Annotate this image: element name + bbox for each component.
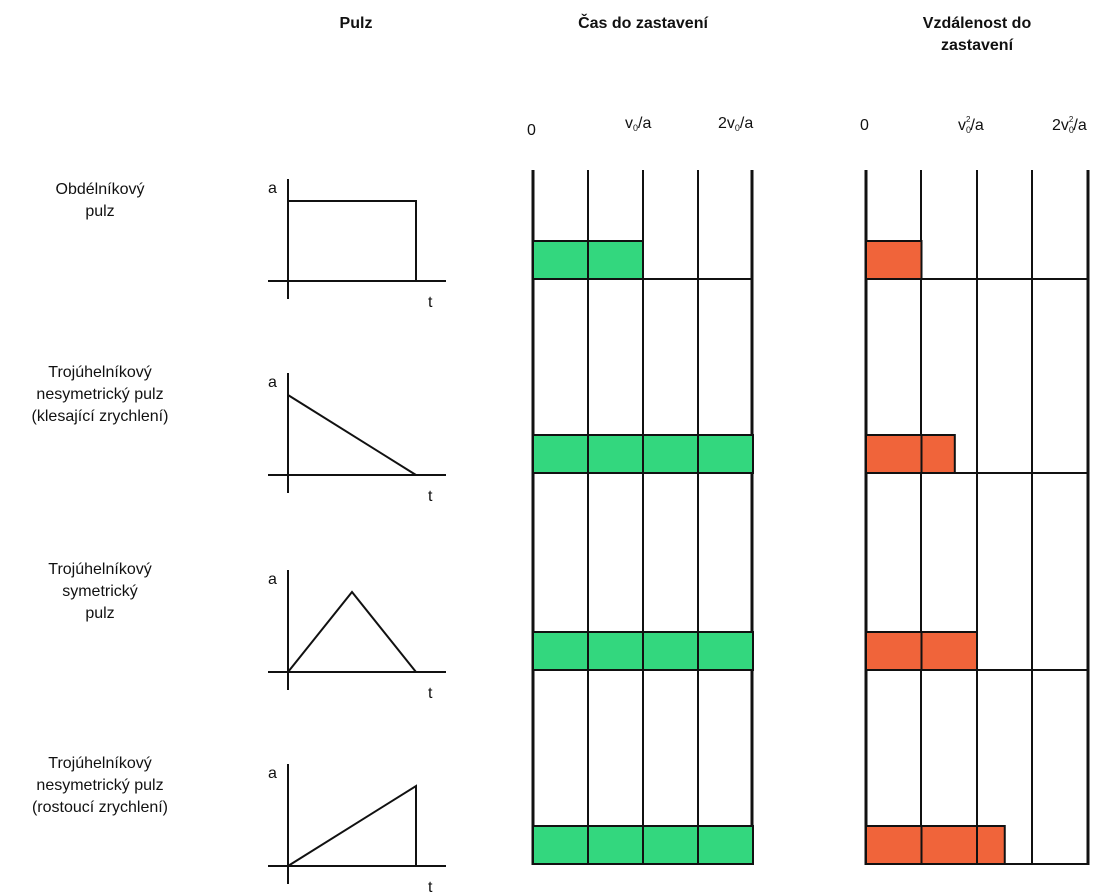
pulse-shape-plot: at <box>268 570 446 702</box>
pulse-shape-plot: at <box>268 179 446 311</box>
time-tick-label: 0 <box>527 122 536 139</box>
row-label-line: pulz <box>85 203 114 220</box>
distance-tick-label-main: 2v <box>1052 117 1069 134</box>
time-scale-labels: 0 v0/a 2v0/a <box>527 115 753 139</box>
time-tick-label: v0/a <box>625 115 651 133</box>
distance-tick-label-superscript: 2 <box>966 115 971 124</box>
row-label-line: nesymetrický pulz <box>36 386 163 403</box>
row-label-line: Trojúhelníkový <box>48 364 151 381</box>
time-tick-label-subscript: 0 <box>633 123 638 133</box>
distance-tick-label: v02/a <box>958 115 984 135</box>
pulse-t-label: t <box>428 294 433 311</box>
pulse-rows: ObdélníkovýpulzatTrojúhelníkovýnesymetri… <box>32 179 1088 894</box>
pulse-t-label: t <box>428 488 433 505</box>
row-label-line: nesymetrický pulz <box>36 777 163 794</box>
pulse-waveform <box>287 784 417 867</box>
time-to-stop-grid <box>531 170 754 865</box>
time-tick-label-main: 2v <box>718 115 735 132</box>
pulse-a-label: a <box>268 374 277 391</box>
row-label-line: Obdélníkový <box>56 181 145 198</box>
time-tick-label-main: 0 <box>527 122 536 139</box>
pulse-a-label: a <box>268 180 277 197</box>
row-label-line: symetrický <box>62 583 138 600</box>
pulse-shape-plot: at <box>268 764 446 894</box>
row-label-line: pulz <box>85 605 114 622</box>
pulse-waveform <box>287 394 417 476</box>
row-label-line: (klesající zrychlení) <box>32 408 169 425</box>
distance-tick-label-subscript: 0 <box>1069 125 1074 135</box>
time-tick-label-tail: /a <box>740 115 753 132</box>
distance-to-stop-bar <box>865 825 1006 865</box>
pulse-t-label: t <box>428 879 433 894</box>
time-tick-label-tail: /a <box>638 115 651 132</box>
distance-column-header-line1: Vzdálenost do <box>923 15 1032 32</box>
row-label-line: (rostoucí zrychlení) <box>32 799 168 816</box>
distance-to-stop-bar <box>865 434 956 474</box>
distance-tick-label-tail: /a <box>1073 117 1086 134</box>
pulse-row: Trojúhelníkový nesymetrický pulz (klesajíc… <box>32 364 1088 505</box>
pulse-a-label: a <box>268 571 277 588</box>
distance-tick-label-superscript: 2 <box>1069 115 1074 124</box>
distance-tick-label-main: 0 <box>860 117 869 134</box>
time-column-header: Čas do zastavení <box>578 13 708 32</box>
distance-tick-label: 2v02/a <box>1052 115 1087 135</box>
row-label-line: Trojúhelníkový <box>48 755 151 772</box>
distance-tick-label-tail: /a <box>970 117 983 134</box>
distance-scale-labels: 0 v02/a 2v02/a <box>860 115 1087 135</box>
row-label-line: Trojúhelníkový <box>48 561 151 578</box>
time-tick-label-subscript: 0 <box>735 123 740 133</box>
pulse-shape-plot: at <box>268 373 446 505</box>
pulse-row: Trojúhelníkový nesymetrický pulz (rostoucí… <box>32 755 1088 894</box>
pulse-waveform <box>288 200 417 281</box>
distance-column-header-line2: zastavení <box>941 37 1014 54</box>
distance-to-stop-grid <box>864 170 1090 865</box>
time-tick-label: 2v0/a <box>718 115 753 133</box>
distance-to-stop-bar <box>865 240 923 280</box>
time-tick-label-main: v <box>625 115 633 132</box>
distance-tick-label-subscript: 0 <box>966 125 971 135</box>
pulse-waveform <box>287 590 417 673</box>
pulse-column-header: Pulz <box>340 15 373 32</box>
distance-tick-label-main: v <box>958 117 966 134</box>
distance-tick-label: 0 <box>860 117 869 134</box>
pulse-a-label: a <box>268 765 277 782</box>
pulse-t-label: t <box>428 685 433 702</box>
